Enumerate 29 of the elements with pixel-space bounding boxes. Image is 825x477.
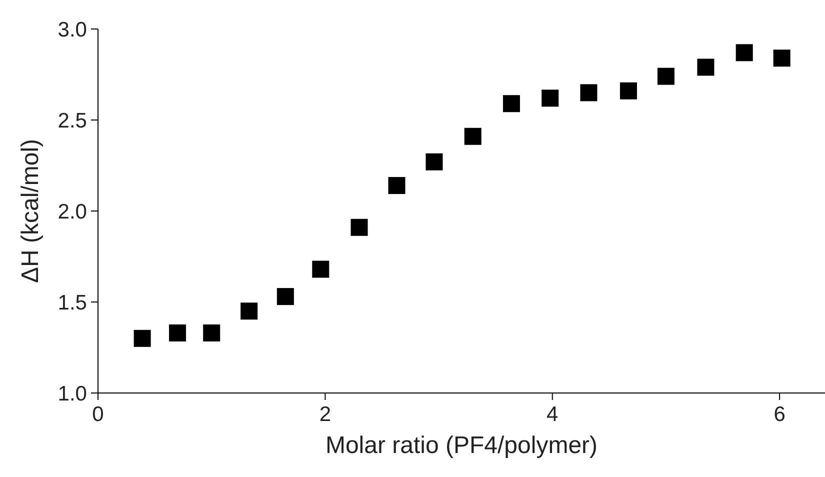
point <box>464 128 482 145</box>
y-tick-label: 3.0 <box>58 18 87 42</box>
y-axis-title: ΔH (kcal/mol) <box>17 138 44 284</box>
point <box>502 95 520 112</box>
point <box>388 177 406 194</box>
point <box>773 50 790 67</box>
x-tick-label: 2 <box>319 402 332 426</box>
y-tick-label: 1.0 <box>58 382 87 406</box>
point <box>240 302 258 320</box>
point <box>620 82 637 100</box>
point <box>542 90 559 107</box>
y-tick-label: 1.5 <box>58 291 87 314</box>
x-tick-label: 4 <box>546 402 559 426</box>
x-tick-label: 6 <box>774 402 786 426</box>
point <box>736 44 753 62</box>
x-tick-label: 0 <box>92 402 104 426</box>
point <box>169 324 186 342</box>
point <box>276 288 294 306</box>
point <box>657 68 674 85</box>
y-tick-label: 2.5 <box>58 109 87 132</box>
point <box>350 218 368 236</box>
point <box>426 153 443 170</box>
point <box>312 260 330 278</box>
y-tick-label: 2.0 <box>58 200 87 224</box>
point <box>697 58 714 76</box>
point <box>580 84 598 102</box>
point <box>203 324 220 342</box>
point <box>134 330 151 347</box>
x-axis-title: Molar ratio (PF4/polymer) <box>325 432 598 459</box>
